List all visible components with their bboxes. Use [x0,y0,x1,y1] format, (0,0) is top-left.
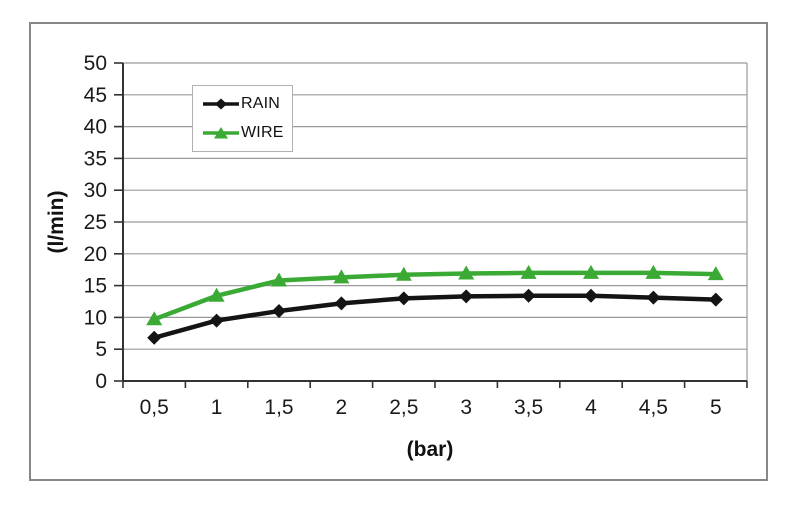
legend-item-wire: WIRE [201,121,292,145]
legend-label-wire: WIRE [241,123,284,141]
wire-data-marker [583,264,599,279]
rain-series-line [151,293,719,341]
y-tick-label: 35 [84,147,107,170]
x-tick-label: 5 [710,396,722,419]
rain-data-marker [708,292,723,307]
wire-data-marker [333,269,350,284]
x-tick-label: 3,5 [514,396,543,419]
legend: RAIN WIRE [192,85,293,152]
x-tick-label: 3 [460,396,472,419]
wire-data-marker [520,264,537,279]
wire-line-triangle-icon [203,126,239,139]
x-tick-label: 2 [336,396,348,419]
y-tick-label: 30 [84,179,107,202]
rain-data-marker [521,288,536,303]
legend-item-rain: RAIN [201,92,292,116]
y-tick-label: 15 [84,275,107,298]
y-tick-label: 10 [84,306,107,329]
rain-line-diamond-icon [203,98,239,110]
legend-label-rain: RAIN [241,95,281,113]
rain-data-marker [209,313,224,328]
y-tick-label: 40 [84,116,107,139]
x-tick-label: 1,5 [264,396,293,419]
wire-data-marker [146,311,163,326]
x-tick-label: 1 [211,396,223,419]
rain-data-marker [459,289,474,304]
figure-frame [29,22,768,481]
x-tick-label: 4,5 [639,396,668,419]
y-tick-label: 5 [95,338,107,361]
y-tick-label: 45 [84,84,107,107]
rain-data-marker [334,296,349,311]
y-tick-label: 50 [84,52,107,75]
rain-data-marker [646,290,661,305]
wire-data-marker [208,287,225,302]
wire-data-marker [645,264,662,279]
x-tick-label: 0,5 [140,396,169,419]
rain-data-marker [272,304,286,319]
y-tick-label: 25 [84,211,107,234]
rain-data-marker [584,288,598,303]
x-tick-label: 4 [585,396,597,419]
wire-data-marker [395,266,412,281]
y-tick-label: 0 [95,370,107,393]
wire-series-line [151,270,719,322]
y-axis-label: (l/min) [45,190,68,254]
rain-data-marker [396,291,411,306]
x-tick-label: 2,5 [389,396,418,419]
y-tick-label: 20 [84,243,107,266]
x-axis-label: (bar) [406,438,454,461]
wire-data-marker [707,266,724,281]
wire-data-marker [271,272,287,287]
rain-data-marker [147,330,162,345]
wire-data-marker [458,265,475,280]
